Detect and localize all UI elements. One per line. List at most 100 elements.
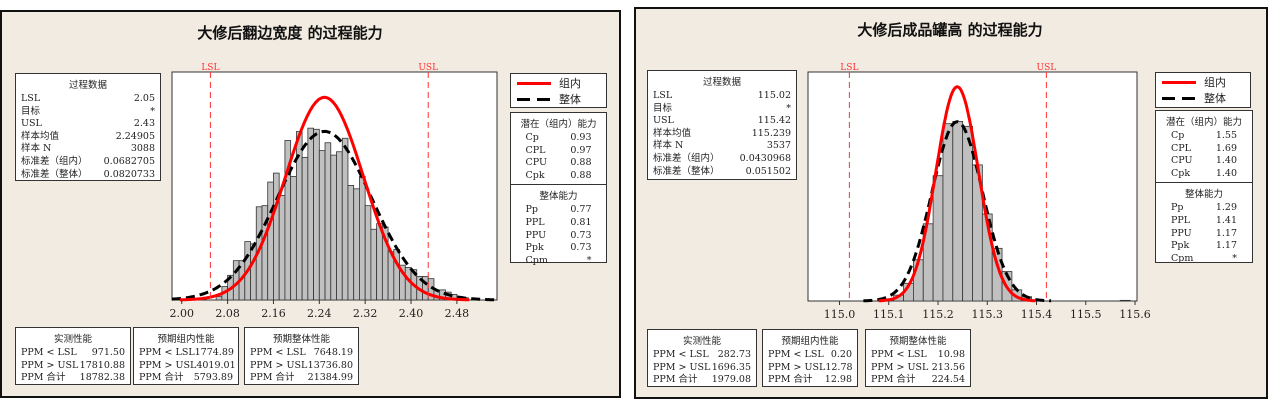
ppm-header: 实测性能 [682,336,721,347]
dashed-line-swatch-icon [517,97,551,101]
ppm-row-label: PPM < LSL [139,347,195,358]
histogram-chart: LSL USL 2.00 2.08 2.16 2.24 2.32 2.40 2.48 [169,63,498,320]
process-data-row-label: 标准差（组内） [653,152,720,164]
x-tick-label: 2.00 [169,307,194,320]
x-tick-label: 115.3 [972,308,1004,321]
legend-label: 组内 [1204,76,1226,89]
process-data-row-value: 115.239 [751,127,791,139]
overall-row-value: 0.81 [570,216,592,228]
solid-line-swatch-icon [517,81,551,85]
histogram-bar [273,172,280,301]
ppm-row: PPM > USL 13736.80 [245,360,358,373]
x-tick-label: 2.24 [307,307,332,320]
ppm-row: PPM > USL 213.56 [866,362,970,375]
overall-row-value: 1.17 [1215,227,1237,239]
x-tick-label: 115.4 [1021,308,1053,321]
overall-row-label: PPL [525,216,545,228]
ppm-row-label: PPM < LSL [768,349,824,360]
ppm-row-label: PPM 合计 [250,372,295,384]
potential-row-label: Cpk [525,169,545,181]
histogram-bar [962,125,973,302]
histogram-bar [942,123,954,302]
histogram-bar [330,154,337,301]
histogram-bar [278,195,286,301]
ppm-row: PPM > USL 17810.88 [16,360,130,373]
overall-capability-section: 整体能力 Pp 1.29 PPL 1.41 PPU 1.17 Ppk 1.17 Cpm * [1156,182,1252,265]
process-data-row-value: 115.42 [757,115,791,127]
process-data-row: 样本 N 3537 [648,140,796,153]
spec-limit-label: LSL [840,63,858,73]
overall-row-value: 0.73 [570,242,592,254]
potential-row-value: 0.93 [570,132,592,143]
x-tick-label: 2.48 [445,307,470,320]
ppm-row-label: PPM > USL [871,361,929,373]
overall-row: PPL 1.41 [1156,215,1252,228]
process-data-row-value: * [786,102,791,114]
overall-row-value: 0.77 [570,204,592,216]
legend: 组内 整体 [1155,72,1251,108]
potential-row-label: CPL [1171,142,1191,154]
histogram-bar [404,267,412,301]
process-data-row-value: 2.43 [133,118,155,130]
histogram-bar [336,151,343,301]
ppm-row-label: PPM > USL [653,361,711,373]
process-data-row: 样本 N 3088 [16,143,160,156]
ppm-row: PPM 合计 18782.38 [16,372,130,385]
x-tick-label: 2.32 [353,307,378,320]
overall-row-label: PPU [1171,227,1192,239]
overall-row-label: PPU [525,229,547,241]
process-data-row-value: 2.24905 [115,130,155,142]
within-normal-curve [878,85,1036,303]
within-normal-curve [179,95,470,302]
process-data-row-label: USL [653,115,674,127]
potential-row-value: 1.40 [1215,155,1237,167]
overall-row-label: Cpm [1171,252,1194,264]
ppm-row-label: PPM < LSL [653,349,709,360]
process-data-row: 样本均值 2.24905 [16,131,160,144]
chart-title: 大修后成品罐高 的过程能力 [857,21,1043,39]
overall-row: PPL 0.81 [511,217,606,230]
legend-item: 整体 [511,91,606,107]
histogram-bar [341,137,349,301]
ppm-row-value: 12.98 [824,374,852,386]
process-data-row-value: 0.0820733 [103,168,155,180]
x-tick-label: 115.5 [1070,308,1102,321]
ppm-box: 实测性能 PPM < LSL 282.73 PPM > USL 1696.35 PPM 合… [647,329,757,387]
overall-row: Cpm * [511,255,606,268]
histogram-bar [359,176,366,301]
ppm-row: PPM 合计 224.54 [866,374,970,387]
overall-capability-section: 整体能力 Pp 0.77 PPL 0.81 PPU 0.73 Ppk 0.73 Cpm * [511,184,606,267]
process-data-row-value: 115.02 [757,90,791,101]
ppm-row-value: 282.73 [717,349,751,360]
ppm-row-label: PPM < LSL [871,349,927,360]
x-tick-label: 115.6 [1119,308,1151,321]
solid-line-swatch-icon [1162,80,1196,84]
overall-row-label: Pp [1171,202,1184,214]
potential-row: Cp 0.93 [511,132,606,145]
potential-row-value: 0.97 [570,144,592,156]
overall-row: Cpm * [1156,253,1252,266]
process-data-box: 过程数据 LSL 2.05 目标 * USL 2.43 样本均值 2.24905 样本 N 3088… [15,73,161,181]
histogram-bar [250,243,257,301]
x-tick-label: 115.0 [824,308,856,321]
ppm-row: PPM < LSL 1774.89 [134,347,238,360]
ppm-row: PPM < LSL 10.98 [866,349,970,362]
ppm-row-label: PPM > USL [768,361,826,373]
process-data-row: 样本均值 115.239 [648,128,796,141]
ppm-header: 实测性能 [53,334,92,345]
histogram-bar [932,175,944,302]
overall-row-value: * [586,254,592,266]
ppm-row-value: 1696.35 [711,361,751,373]
process-data-row: 标准差（组内） 0.0430968 [648,153,796,166]
overall-normal-curve [863,120,1052,303]
process-data-row-value: 0.051502 [745,165,791,177]
process-data-row: 目标 * [648,103,796,116]
ppm-header: 预期组内性能 [781,336,839,347]
potential-row-label: Cp [525,132,539,143]
potential-row: Cpk 1.40 [1156,168,1252,181]
ppm-row-value: 10.98 [937,349,965,360]
histogram-bar [1119,299,1131,302]
overall-row: PPU 0.73 [511,230,606,243]
ppm-row-value: 7648.19 [313,347,353,358]
legend-label: 整体 [1204,92,1226,105]
